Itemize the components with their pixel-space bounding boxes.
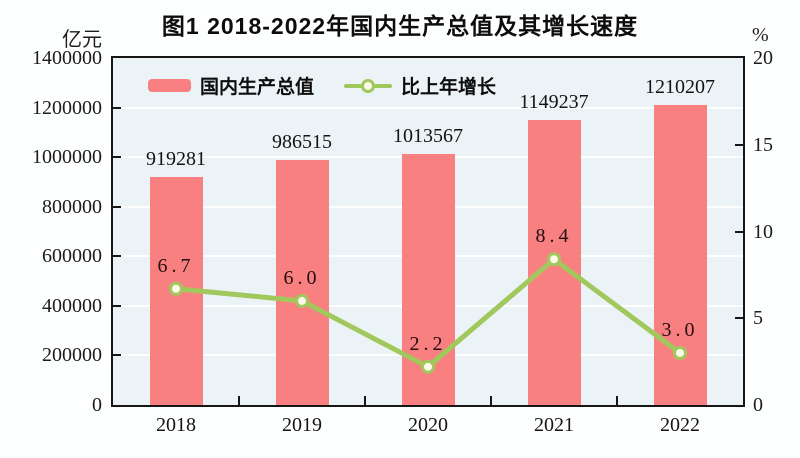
x-axis-tick [616,396,618,405]
y-tick-label-left: 1000000 [32,146,102,169]
growth-line-swatch-icon [344,78,393,93]
left-axis-tick [113,354,121,357]
x-tick-label: 2019 [282,414,322,436]
y-tick-label-left: 0 [92,394,102,416]
bar-value-label: 1013567 [393,124,463,147]
left-axis-tick [113,255,121,258]
bar-value-label: 986515 [272,131,332,154]
y-tick-label-left: 200000 [42,344,102,367]
growth-value-label: 6.7 [157,254,195,277]
y-tick-label-left: 800000 [42,195,102,218]
left-axis-tick [113,304,121,307]
x-axis-tick [490,396,492,405]
x-axis-tick [364,396,366,405]
chart-title: 图1 2018-2022年国内生产总值及其增长速度 [161,13,639,39]
y-tick-label-left: 400000 [42,294,102,317]
bar-2022 [653,105,707,405]
y-tick-label-right: 20 [753,47,773,69]
y-tick-label-left: 1200000 [32,96,102,119]
right-axis-unit: % [752,24,769,46]
bar-value-label: 1149237 [519,91,589,114]
growth-value-label: 3.0 [661,318,699,341]
legend-label-growth: 比上年增长 [401,77,497,98]
growth-value-label: 2.2 [409,332,447,355]
x-tick-label: 2022 [660,414,700,436]
legend: 国内生产总值 比上年增长 [148,72,496,99]
growth-value-label: 6.0 [283,266,321,289]
bar-value-label: 919281 [146,148,206,171]
y-tick-label-left: 600000 [42,245,102,268]
legend-item-growth: 比上年增长 [344,72,496,99]
legend-item-gdp: 国内生产总值 [148,72,314,99]
y-tick-label-left: 1400000 [32,47,102,69]
y-tick-label-right: 15 [753,133,773,156]
growth-value-label: 8.4 [535,225,573,248]
x-tick-label: 2018 [156,414,196,436]
right-axis-tick [735,230,743,233]
left-axis-tick [113,106,121,109]
x-axis-tick [238,396,240,405]
x-tick-label: 2021 [534,414,574,436]
bar-2020 [401,153,455,405]
bar-2021 [527,120,581,405]
left-axis-tick [113,156,121,159]
legend-label-gdp: 国内生产总值 [200,77,315,98]
y-tick-label-right: 5 [753,307,763,330]
left-axis-tick [113,205,121,208]
bar-value-label: 1210207 [645,76,715,99]
bar-2018 [149,177,203,405]
grid-line [113,106,743,109]
y-tick-label-right: 0 [753,394,763,416]
right-axis-tick [735,143,743,146]
y-tick-label-right: 10 [753,220,773,243]
x-tick-label: 2020 [408,414,448,436]
right-axis-tick [735,317,743,320]
left-axis-unit: 亿元 [62,29,102,51]
gdp-bar-swatch-icon [148,79,191,92]
